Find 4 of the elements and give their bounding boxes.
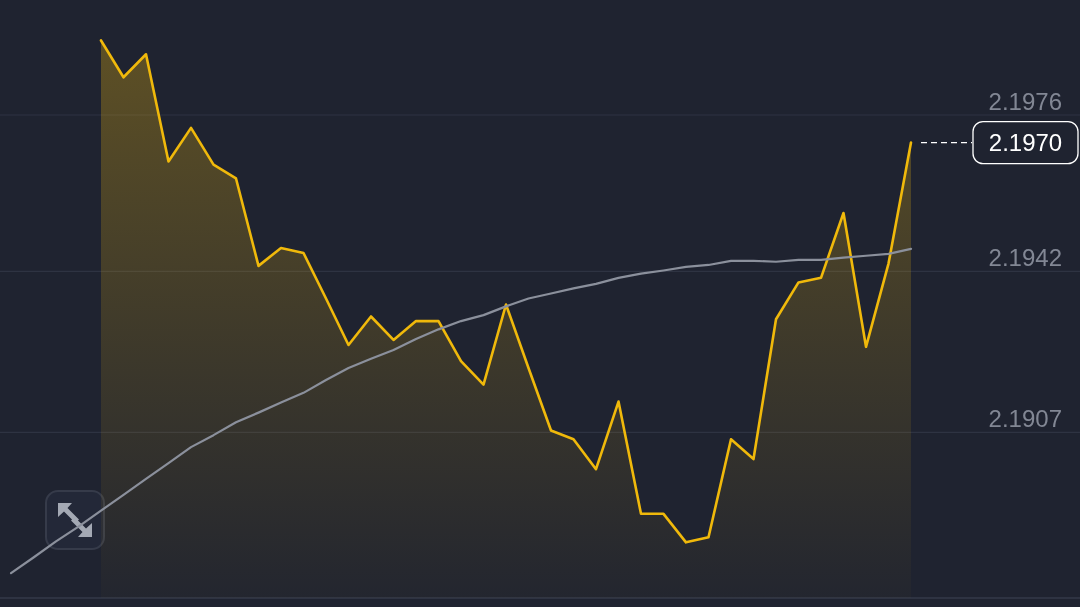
y-tick-label: 2.1942	[988, 244, 1062, 272]
y-tick-label: 2.1976	[988, 88, 1062, 115]
y-tick-label: 2.1907	[988, 405, 1062, 433]
ref-line-label: 2.1970	[988, 129, 1063, 157]
